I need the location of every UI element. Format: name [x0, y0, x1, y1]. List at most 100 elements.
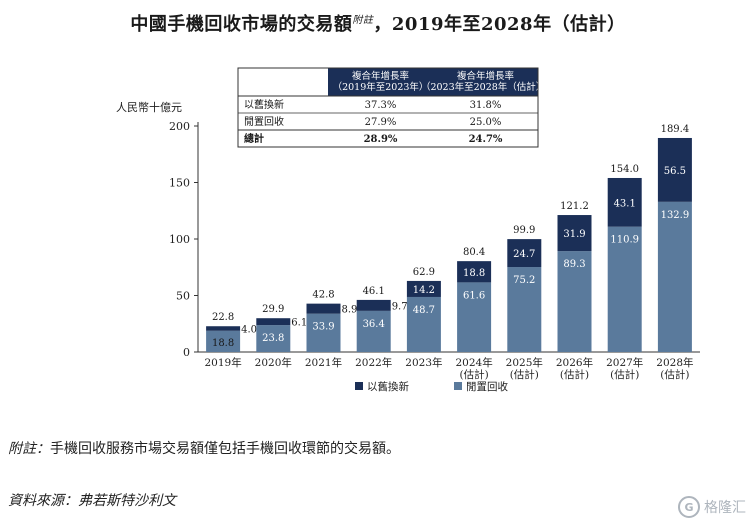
watermark-logo-icon: G — [678, 496, 700, 518]
bar-trade-in — [607, 177, 642, 227]
data-label-total: 121.2 — [560, 201, 589, 212]
data-label-idle: 48.7 — [413, 305, 435, 316]
chart-title: 中國手機回收市場的交易額附註，2019年至2028年（估計） — [0, 10, 756, 36]
cagr-header-text: （2023年至2028年（估計）） — [421, 81, 550, 93]
x-tick-label: 2020年 — [255, 356, 292, 369]
data-label-total: 62.9 — [413, 267, 435, 278]
cagr-cell: 25.0% — [470, 117, 502, 128]
cagr-header-text: （2019年至2023年） — [333, 81, 429, 93]
footnote: 附註：手機回收服務市場交易額僅包括手機回收環節的交易額。 — [8, 438, 400, 458]
bar-idle-recycling — [507, 267, 542, 352]
data-label-idle: 89.3 — [563, 259, 585, 270]
data-label-trade-in: 9.7 — [392, 301, 408, 312]
bar-idle-recycling — [306, 313, 341, 352]
x-tick-label: (估計) — [610, 368, 639, 381]
x-tick-label: 2023年 — [405, 356, 442, 369]
chart-bars: 18.8 4.0 22.8 2019年 23.8 6.1 29.9 2020年 33.9 8.9 4… — [204, 124, 693, 381]
data-label-idle: 18.8 — [212, 338, 234, 349]
data-label-trade-in: 43.1 — [614, 198, 636, 209]
bar-trade-in — [507, 239, 542, 268]
bar-trade-in — [306, 303, 341, 314]
data-label-trade-in: 8.9 — [342, 305, 358, 316]
bar-idle-recycling — [406, 296, 441, 352]
data-label-idle: 132.9 — [661, 210, 690, 221]
data-label-trade-in: 6.1 — [291, 318, 307, 329]
x-tick-label: 2019年 — [204, 356, 241, 369]
cagr-cell: 27.9% — [365, 117, 397, 128]
x-tick-label: (估計) — [459, 368, 488, 381]
bar-idle-recycling — [457, 282, 492, 352]
data-label-total: 189.4 — [661, 124, 690, 135]
x-tick-label: 2024年 — [455, 356, 492, 369]
y-axis-label: 人民幣十億元 — [116, 100, 182, 114]
data-label-trade-in: 31.9 — [563, 229, 585, 240]
x-tick-label: (估計) — [560, 368, 589, 381]
cagr-header-text: 複合年增長率 — [352, 70, 410, 82]
footnote-lead: 附註： — [8, 441, 50, 457]
data-label-idle: 61.6 — [463, 290, 485, 301]
chart-title-main: 中國手機回收市場的交易額 — [130, 14, 353, 35]
legend-label: 以舊換新 — [367, 380, 409, 393]
bar-idle-recycling — [557, 251, 592, 352]
data-label-trade-in: 14.2 — [413, 285, 435, 296]
data-label-idle: 23.8 — [262, 333, 284, 344]
x-tick-label: (估計) — [510, 368, 539, 381]
chart-title-tail: ，2019年至2028年（估計） — [373, 14, 626, 35]
data-label-total: 42.8 — [312, 290, 334, 301]
x-tick-label: 2025年 — [506, 356, 543, 369]
bar-idle-recycling — [657, 201, 692, 352]
y-tick-label: 50 — [176, 290, 190, 303]
x-tick-label: 2028年 — [656, 356, 693, 369]
y-tick-label: 0 — [183, 346, 190, 359]
legend-label: 閒置回收 — [466, 380, 508, 393]
bar-idle-recycling — [607, 226, 642, 352]
y-tick-label: 100 — [169, 233, 190, 246]
chart-title-superscript: 附註 — [352, 15, 374, 26]
y-tick-label: 150 — [169, 177, 190, 190]
bar-idle-recycling — [206, 330, 241, 352]
bar-idle-recycling — [256, 325, 291, 352]
bar-trade-in — [657, 137, 692, 202]
x-tick-label: 2026年 — [556, 356, 593, 369]
y-tick-label: 200 — [169, 120, 190, 133]
bar-trade-in — [406, 280, 441, 297]
cagr-table-header — [328, 68, 538, 96]
cagr-cell: 37.3% — [365, 100, 397, 111]
x-tick-label: 2021年 — [305, 356, 342, 369]
bar-trade-in — [457, 261, 492, 283]
data-label-total: 154.0 — [610, 164, 639, 175]
bar-trade-in — [256, 318, 291, 326]
legend-swatch — [454, 382, 462, 390]
source-lead: 資料來源： — [8, 493, 78, 509]
data-label-trade-in: 4.0 — [241, 324, 257, 335]
cagr-cell: 28.9% — [364, 134, 398, 145]
cagr-cell: 以舊換新 — [244, 98, 284, 111]
cagr-cell: 閒置回收 — [244, 115, 284, 128]
data-label-total: 29.9 — [262, 304, 284, 315]
cagr-table-border — [237, 67, 539, 148]
data-label-trade-in: 56.5 — [664, 166, 686, 177]
cagr-header-text: 複合年增長率 — [457, 70, 515, 82]
source-text: 弗若斯特沙利文 — [78, 493, 176, 509]
cagr-cell: 31.8% — [470, 100, 502, 111]
data-label-total: 80.4 — [463, 247, 485, 258]
chart-legend: 以舊換新 閒置回收 — [355, 380, 508, 393]
data-label-trade-in: 18.8 — [463, 268, 485, 279]
x-tick-label: 2027年 — [606, 356, 643, 369]
bar-idle-recycling — [356, 310, 391, 352]
bar-trade-in — [206, 326, 241, 331]
data-label-total: 46.1 — [363, 286, 385, 297]
data-label-idle: 36.4 — [363, 319, 385, 330]
data-label-idle: 33.9 — [312, 322, 334, 333]
cagr-cell: 總計 — [244, 132, 264, 145]
data-label-total: 22.8 — [212, 312, 234, 323]
data-label-idle: 110.9 — [610, 235, 639, 246]
data-label-total: 99.9 — [513, 225, 535, 236]
footnote-text: 手機回收服務市場交易額僅包括手機回收環節的交易額。 — [50, 441, 400, 457]
cagr-cell: 24.7% — [469, 134, 503, 145]
cagr-table: 複合年增長率（2019年至2023年）複合年增長率（2023年至2028年（估計… — [237, 67, 550, 148]
source-note: 資料來源：弗若斯特沙利文 — [8, 490, 176, 510]
data-label-idle: 75.2 — [513, 275, 535, 286]
watermark: G 格隆汇 — [678, 496, 746, 518]
legend-swatch — [355, 382, 363, 390]
